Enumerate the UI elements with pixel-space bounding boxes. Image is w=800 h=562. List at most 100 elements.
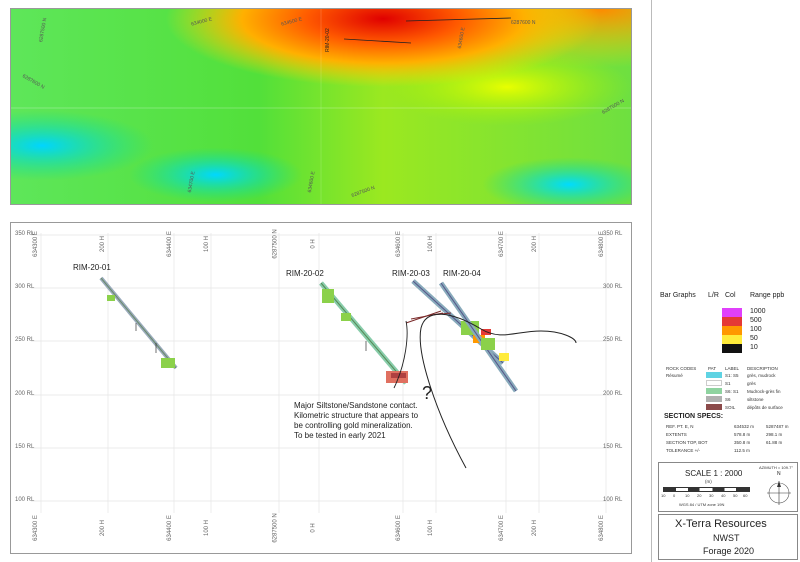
spec-value: 350.8 m <box>734 440 751 445</box>
axis-label: 200 H <box>532 235 539 253</box>
rock-pattern-swatch <box>706 404 722 410</box>
spec-value: 61.88 m <box>766 440 783 445</box>
rl-label: 100 RL <box>603 497 623 503</box>
rock-code-desc: siltstone <box>747 397 764 402</box>
scale-unit: (m) <box>705 479 712 484</box>
axis-label: 6287500 N <box>272 513 279 543</box>
hole-label-rim-20-01: RIM-20-01 <box>73 263 111 272</box>
rl-label: 350 RL <box>15 231 35 237</box>
range-value: 100 <box>750 326 762 333</box>
axis-label: 100 H <box>428 235 435 253</box>
range-swatch-100 <box>722 326 742 335</box>
hole-label-rim-20-02: RIM-20-02 <box>286 269 324 278</box>
heatmap-svg <box>11 9 631 204</box>
range-value: 10 <box>750 344 758 351</box>
range-swatch-500 <box>722 317 742 326</box>
rock-pattern-swatch <box>706 396 722 402</box>
plan-hole-trace <box>405 17 512 22</box>
rock-pattern-swatch <box>706 388 722 394</box>
title-block: X-Terra Resources NWST Forage 2020 <box>658 514 798 560</box>
rl-label: 250 RL <box>15 337 35 343</box>
rock-pattern-swatch <box>706 380 722 386</box>
spec-label: EXTENTS <box>666 432 687 437</box>
axis-label: 634300 E <box>32 231 39 257</box>
rock-code-desc: dépôts de surface <box>747 405 783 410</box>
company-name: X-Terra Resources <box>675 518 767 530</box>
axis-label: 634600 E <box>395 515 402 541</box>
legend-panel: Bar Graphs L/R Col Range ppb 1000 500 10… <box>651 0 800 562</box>
rock-code-desc: Mudrock-grès fin <box>747 389 781 394</box>
scale-tick: 60 <box>743 493 748 498</box>
spec-label: SECTION TOP, BOT <box>666 440 708 445</box>
rock-code-desc: grès, mudrock <box>747 373 776 378</box>
rock-code-first-row: Résumé <box>666 373 683 378</box>
lr-title: L/R <box>708 292 719 299</box>
col-title: Col <box>725 292 736 299</box>
rl-label: 200 RL <box>15 391 35 397</box>
axis-label: 100 H <box>204 519 211 537</box>
rock-code-label: S6: S1 <box>725 389 739 394</box>
compass-icon <box>767 481 791 505</box>
axis-label: 100 H <box>204 235 211 253</box>
axis-label: 0 H <box>310 239 317 249</box>
axis-label: 200 H <box>100 519 107 537</box>
spec-value: 5287487 m <box>766 424 789 429</box>
rl-label: 300 RL <box>15 284 35 290</box>
axis-label: 634600 E <box>395 231 402 257</box>
rl-label: 100 RL <box>15 497 35 503</box>
rl-label: 150 RL <box>15 444 35 450</box>
scale-tick: 50 <box>733 493 738 498</box>
scale-tick: 10 <box>661 493 666 498</box>
project-name: NWST <box>713 533 740 543</box>
azimuth-label: AZIMUTH = 109.7° <box>759 465 793 470</box>
axis-label: 6287500 N <box>272 229 279 259</box>
range-value: 50 <box>750 335 758 342</box>
axis-label: 634400 E <box>166 231 173 257</box>
range-swatch-10 <box>722 344 742 353</box>
note-line: be controlling gold mineralization. <box>294 421 413 430</box>
rock-code-desc: grès <box>747 381 756 386</box>
rl-label: 150 RL <box>603 444 623 450</box>
plan-hole-label: RIM-20-02 <box>324 28 331 52</box>
interpretation-note: Major Siltstone/Sandstone contact. Kilom… <box>294 401 418 441</box>
axis-label: 634800 E <box>598 231 605 257</box>
scale-datum: WGS 84 / UTM zone 19N <box>679 502 725 507</box>
rock-code-label: S6 <box>725 397 731 402</box>
range-value: 1000 <box>750 308 766 315</box>
hole-label-rim-20-03: RIM-20-03 <box>392 269 430 278</box>
axis-label: 634700 E <box>498 231 505 257</box>
scale-tick: 40 <box>721 493 726 498</box>
range-value: 500 <box>750 317 762 324</box>
axis-label: 200 H <box>100 235 107 253</box>
rl-label: 300 RL <box>603 284 623 290</box>
scale-tick: 0 <box>673 493 676 498</box>
bar-graphs-title: Bar Graphs <box>660 292 696 299</box>
section-svg <box>31 233 611 513</box>
axis-label: 100 H <box>428 519 435 537</box>
axis-label: 634700 E <box>498 515 505 541</box>
scale-tick: 30 <box>709 493 714 498</box>
axis-label: 634400 E <box>166 515 173 541</box>
contact-curve-2 <box>393 320 408 389</box>
hole-label-rim-20-04: RIM-20-04 <box>443 269 481 278</box>
spec-value: 578.8 m <box>734 432 751 437</box>
scale-box: SCALE 1 : 2000 (m) 10 0 10 20 30 40 50 6… <box>658 462 798 512</box>
rock-code-label: SOIL <box>725 405 736 410</box>
scale-label: SCALE 1 : 2000 <box>685 469 743 478</box>
range-title: Range ppb <box>750 292 785 299</box>
rock-codes-header: ROCK CODES <box>666 366 697 371</box>
axis-label: 634800 E <box>598 515 605 541</box>
axis-label: 634300 E <box>32 515 39 541</box>
cross-section: 350 RL 300 RL 250 RL 200 RL 150 RL 100 R… <box>10 222 632 554</box>
north-label: N <box>777 471 781 477</box>
drillhole-rim-20-01 <box>99 276 178 370</box>
note-line: Major Siltstone/Sandstone contact. <box>294 401 418 410</box>
drillhole-rim-20-04 <box>438 281 519 393</box>
axis-label: 200 H <box>532 519 539 537</box>
range-swatch-50 <box>722 335 742 344</box>
spec-value: 112.5 m <box>734 448 750 453</box>
rock-codes-header: PAT <box>708 366 717 371</box>
subtitle: Forage 2020 <box>703 546 755 556</box>
spec-label: TOLERANCE +/- <box>666 448 701 453</box>
rock-code-label: S1: S5 <box>725 373 739 378</box>
